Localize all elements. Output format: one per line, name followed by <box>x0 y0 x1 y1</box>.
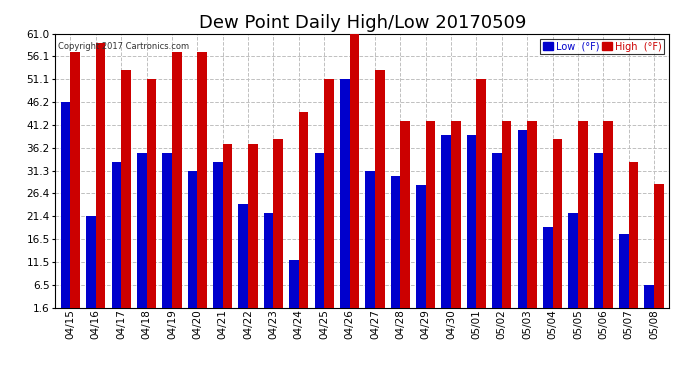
Bar <box>112 162 121 308</box>
Bar <box>213 162 223 308</box>
Legend: Low  (°F), High  (°F): Low (°F), High (°F) <box>540 39 664 54</box>
Bar <box>146 80 156 308</box>
Bar <box>375 70 384 308</box>
Bar <box>502 121 511 308</box>
Bar <box>619 234 629 308</box>
Bar <box>289 260 299 308</box>
Bar <box>593 153 603 308</box>
Text: Copyright 2017 Cartronics.com: Copyright 2017 Cartronics.com <box>58 42 189 51</box>
Bar <box>569 213 578 308</box>
Bar <box>172 52 181 308</box>
Bar <box>61 102 70 308</box>
Bar <box>391 176 400 308</box>
Bar <box>543 227 553 308</box>
Bar <box>629 162 638 308</box>
Bar <box>86 216 96 308</box>
Bar <box>162 153 172 308</box>
Bar <box>365 171 375 308</box>
Bar <box>324 80 334 308</box>
Bar <box>416 185 426 308</box>
Bar <box>96 43 106 308</box>
Bar <box>426 121 435 308</box>
Bar <box>654 184 664 308</box>
Bar <box>553 139 562 308</box>
Bar <box>476 80 486 308</box>
Bar <box>239 204 248 308</box>
Bar <box>273 139 283 308</box>
Bar <box>467 135 476 308</box>
Bar <box>451 121 461 308</box>
Bar <box>578 121 588 308</box>
Bar <box>518 130 527 308</box>
Bar <box>340 80 350 308</box>
Bar <box>223 144 233 308</box>
Bar <box>603 121 613 308</box>
Bar <box>197 52 207 308</box>
Bar <box>248 144 257 308</box>
Bar <box>188 171 197 308</box>
Bar <box>400 121 410 308</box>
Bar <box>121 70 131 308</box>
Bar <box>492 153 502 308</box>
Bar <box>299 112 308 308</box>
Bar <box>527 121 537 308</box>
Bar <box>350 34 359 308</box>
Bar <box>644 285 654 308</box>
Bar <box>70 52 80 308</box>
Bar <box>315 153 324 308</box>
Bar <box>264 213 273 308</box>
Bar <box>442 135 451 308</box>
Bar <box>137 153 146 308</box>
Title: Dew Point Daily High/Low 20170509: Dew Point Daily High/Low 20170509 <box>199 14 526 32</box>
